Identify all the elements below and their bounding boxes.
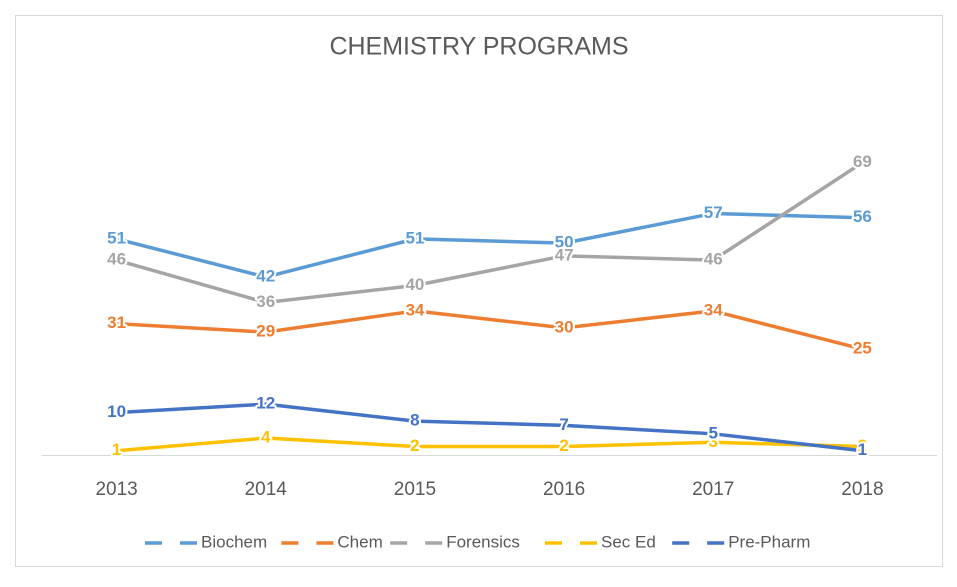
data-label: 5 [709,423,718,442]
data-label: 3 [709,432,718,451]
data-label: 2 [858,436,867,455]
data-label: 50 [555,233,574,252]
data-label: 31 [107,313,126,332]
data-label: 12 [256,394,275,413]
data-label: 46 [704,250,723,269]
data-label: 34 [405,300,424,319]
data-label: 8 [410,411,419,430]
data-label: 47 [555,245,574,264]
x-tick-label: 2014 [245,479,288,500]
series-line [114,309,865,351]
series-line [114,160,865,305]
series-line [114,402,865,453]
chart-border [15,15,943,567]
data-label: 51 [405,228,424,247]
data-label: 4 [261,428,271,447]
data-label: 1 [858,440,867,459]
data-label: 40 [405,275,424,294]
x-tick-label: 2017 [692,479,734,500]
data-label: 51 [107,228,126,247]
data-label: 30 [555,317,574,336]
data-label: 46 [107,250,126,269]
legend-label: Pre-Pharm [728,532,810,551]
x-tick-label: 2016 [543,479,585,500]
data-label: 69 [853,152,872,171]
data-label: 10 [107,402,126,421]
data-label: 42 [256,267,275,286]
legend-label: Biochem [201,532,267,551]
data-label: 34 [704,300,723,319]
series-line [114,436,865,453]
x-tick-label: 2013 [95,479,137,500]
data-label: 25 [853,339,872,358]
data-label: 29 [256,322,275,341]
data-label: 1 [112,440,121,459]
data-label: 2 [559,436,568,455]
series-line [114,211,865,279]
data-label: 56 [853,207,872,226]
legend-label: Sec Ed [601,532,656,551]
data-label: 2 [410,436,419,455]
x-tick-label: 2015 [394,479,436,500]
legend-label: Chem [337,532,382,551]
legend-label: Forensics [446,532,520,551]
x-tick-label: 2018 [841,479,883,500]
data-label: 7 [559,415,568,434]
data-label: 36 [256,292,275,311]
chart-title: CHEMISTRY PROGRAMS [329,33,628,61]
data-label: 57 [704,203,723,222]
